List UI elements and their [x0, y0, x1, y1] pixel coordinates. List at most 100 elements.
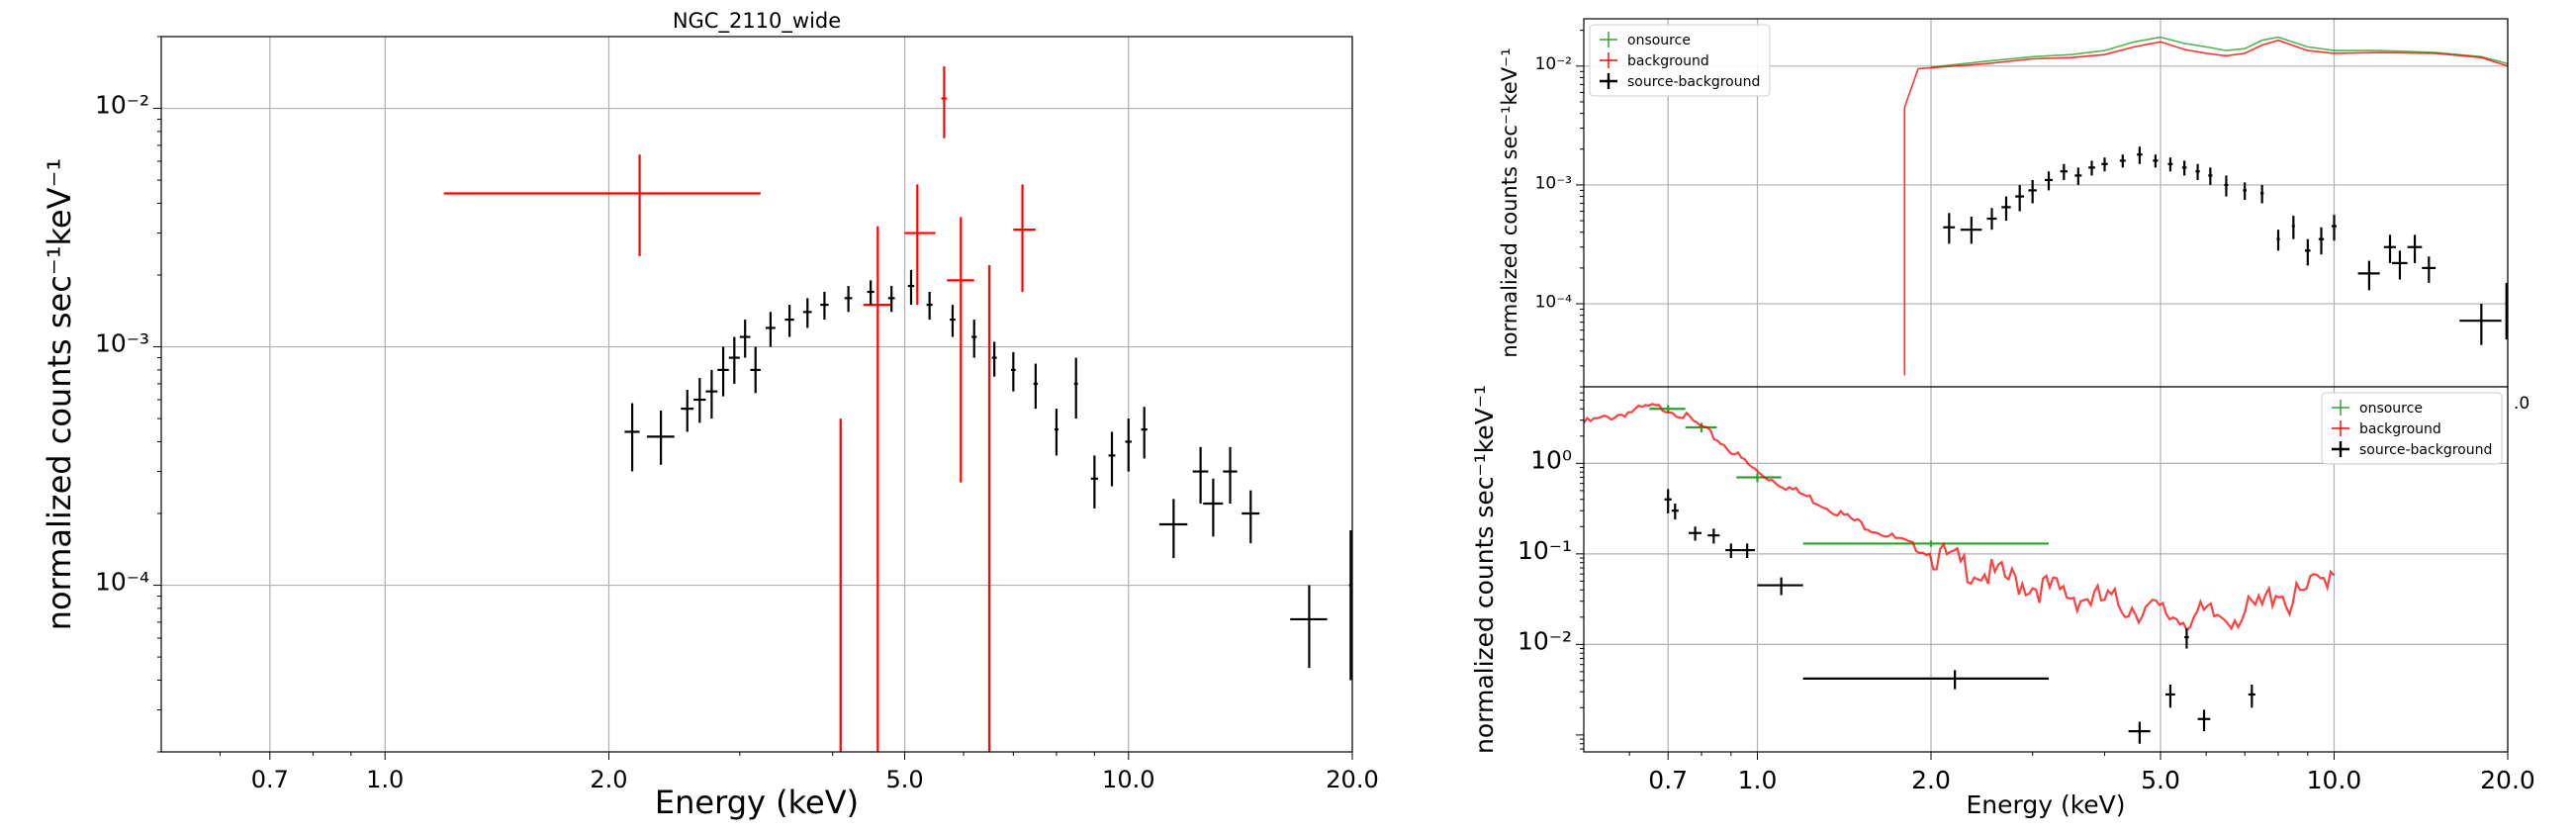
data-point: [705, 369, 718, 419]
x-tick-label: 1.0: [1738, 766, 1778, 794]
data-point: [1757, 577, 1803, 596]
data-point: [1290, 585, 1328, 669]
data-point: [2060, 163, 2069, 180]
data-point: [750, 346, 761, 394]
data-point: [1960, 217, 1982, 244]
data-point: [1223, 446, 1238, 505]
data-point: [1685, 422, 1717, 433]
data-point: [1013, 184, 1036, 293]
data-point: [2119, 154, 2126, 168]
data-point: [2045, 171, 2053, 191]
data-point: [887, 286, 895, 313]
data-point: [1054, 409, 1058, 456]
y-tick-label: 10⁻²: [1518, 626, 1572, 655]
data-point: [950, 305, 956, 337]
y-axis-label: normalized counts sec⁻¹keV⁻¹: [1470, 385, 1499, 754]
data-point: [2276, 230, 2280, 251]
data-point: [1689, 526, 1702, 541]
series-background: [1903, 39, 2508, 376]
data-point: [1158, 499, 1188, 559]
x-tick-label: 20.0: [1326, 766, 1378, 793]
data-point: [1141, 407, 1148, 459]
data-point: [844, 286, 853, 313]
data-point: [2407, 234, 2423, 263]
series-line: [1584, 403, 2336, 632]
data-point: [728, 336, 740, 384]
y-tick-label: 10⁻³: [95, 329, 149, 358]
data-point: [1736, 473, 1782, 483]
data-point: [1664, 489, 1672, 513]
data-point: [2128, 721, 2151, 744]
data-point: [2331, 215, 2338, 241]
data-layer: [1584, 403, 2336, 744]
data-point: [2001, 196, 2011, 222]
data-point: [717, 346, 729, 397]
x-tick-label: 5.0: [2141, 766, 2180, 794]
x-tick-label: 10.0: [2307, 766, 2362, 794]
y-tick-label: 10⁻⁴: [95, 568, 149, 597]
legend: onsource background source-background: [2321, 392, 2503, 465]
series-line: [1903, 39, 2508, 376]
legend: onsource background source-background: [1589, 24, 1771, 97]
data-point: [1073, 357, 1078, 419]
data-point: [1033, 363, 1039, 410]
data-point: [863, 226, 892, 752]
series-source-background: [1664, 489, 2255, 744]
data-point: [802, 298, 812, 328]
data-point: [926, 292, 933, 321]
y-tick-label: 10⁻¹: [1518, 536, 1572, 565]
data-point: [624, 403, 640, 472]
data-point: [2197, 709, 2211, 732]
x-axis-label: Energy (keV): [1966, 790, 2125, 819]
data-point: [1707, 528, 1720, 544]
data-point: [1986, 208, 1997, 231]
legend-frame: [1589, 24, 1771, 97]
data-point: [2248, 684, 2255, 708]
data-point: [2291, 216, 2295, 239]
chart-title: NGC_2110_wide: [673, 9, 841, 34]
data-point: [1741, 543, 1755, 559]
series-1: [624, 269, 1352, 681]
y-axis-label: normalized counts sec⁻¹keV⁻¹: [41, 158, 78, 630]
x-tick-label: 0.7: [1648, 766, 1688, 794]
data-point: [1108, 431, 1116, 487]
data-point: [739, 320, 751, 358]
x-tick-label: .0: [2514, 394, 2530, 414]
data-point: [2422, 256, 2437, 283]
data-point: [2015, 184, 2025, 212]
y-tick-label: 10⁻⁴: [1535, 292, 1573, 312]
data-point: [2181, 160, 2187, 176]
axes-frame: [160, 36, 1353, 753]
data-layer: [443, 66, 1352, 752]
data-point: [765, 312, 776, 347]
data-point: [2259, 184, 2264, 204]
data-point: [991, 341, 997, 377]
data-point: [1242, 490, 1260, 544]
y-tick-label: 10⁻²: [95, 91, 149, 120]
panel-0: 0.7 1.0 2.0 5.0 10.0 20.0 10⁻⁴ 10⁻³ 10⁻² Energy (…: [41, 9, 1379, 821]
data-point: [1090, 455, 1098, 509]
series-line: [1930, 36, 2508, 68]
data-point: [1011, 351, 1016, 392]
axes-frame: [1583, 386, 2509, 753]
legend-entry: onsource: [2359, 401, 2423, 417]
data-point: [2195, 163, 2200, 180]
data-point: [2392, 250, 2408, 280]
series-onsource: [1930, 36, 2508, 68]
data-point: [2459, 304, 2502, 345]
x-tick-label: 0.7: [251, 766, 289, 793]
x-tick-label: 2.0: [590, 766, 627, 793]
plot-area: [161, 37, 1352, 752]
data-point: [2383, 234, 2397, 263]
data-layer: [1903, 36, 2508, 376]
data-point: [1203, 478, 1224, 537]
x-tick-label: 20.0: [2480, 766, 2535, 794]
panel-1: 10⁻⁴ 10⁻³ 10⁻² normalized counts sec⁻¹keV⁻¹…: [1498, 18, 2509, 395]
legend-entry: source-background: [1627, 74, 1760, 90]
legend-entry: source-background: [2359, 442, 2492, 458]
data-point: [941, 66, 948, 139]
data-point: [867, 280, 874, 306]
data-point: [971, 320, 977, 358]
data-point: [2243, 182, 2247, 200]
